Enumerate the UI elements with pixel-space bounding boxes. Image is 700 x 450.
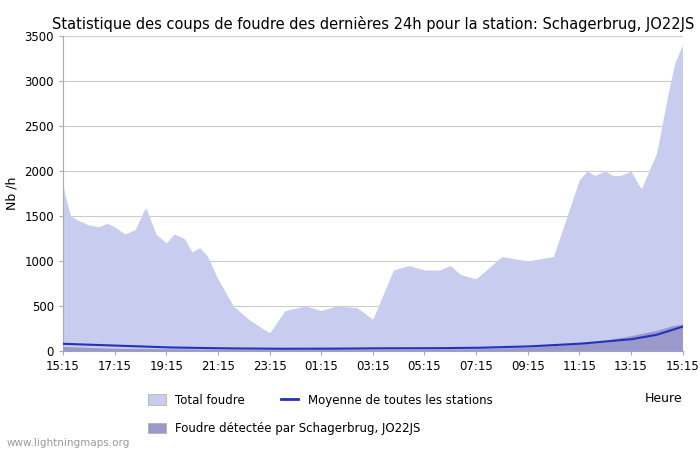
Y-axis label: Nb /h: Nb /h bbox=[6, 177, 19, 210]
Title: Statistique des coups de foudre des dernières 24h pour la station: Schagerbrug, : Statistique des coups de foudre des dern… bbox=[52, 16, 694, 32]
Text: www.lightningmaps.org: www.lightningmaps.org bbox=[7, 438, 130, 448]
Text: Heure: Heure bbox=[645, 392, 682, 405]
Legend: Foudre détectée par Schagerbrug, JO22JS: Foudre détectée par Schagerbrug, JO22JS bbox=[144, 417, 426, 440]
